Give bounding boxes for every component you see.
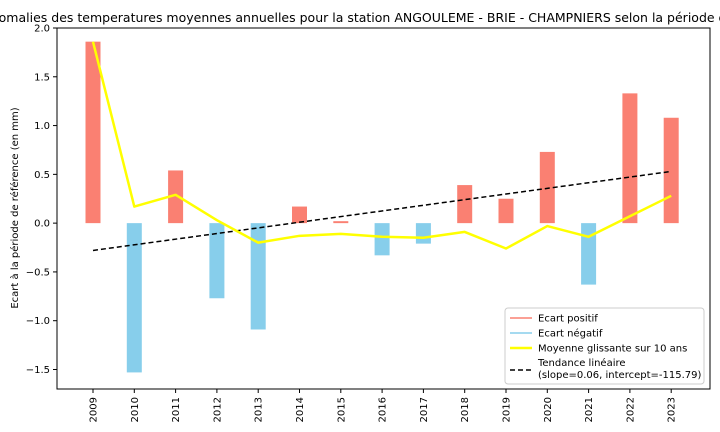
bar-2011 [168,170,184,224]
bar-2023 [663,117,679,224]
y-tick-label: −0.5 [26,267,50,278]
x-tick-label: 2010 [130,397,141,422]
legend-box [504,307,705,385]
y-tick-label: 0.0 [34,219,50,230]
chart-title: Anomalies des temperatures moyennes annu… [0,10,720,25]
legend-item-3-label-line-1: Tendance linéaire [537,357,626,369]
bar-2016 [374,223,390,256]
bar-2009 [85,41,101,224]
bar-2020 [539,151,555,224]
x-tick-label: 2023 [667,397,678,422]
x-tick-label: 2012 [212,397,223,422]
bar-2018 [457,185,473,224]
axes-layer: −1.5 −1.0 −0.5 0.0 0.5 1.0 1.5 2.0 2009 2010 2011 2… [26,24,711,422]
x-tick-label: 2020 [543,397,554,422]
bar-2019 [498,198,514,224]
bar-2021 [581,223,597,285]
x-tick-label: 2019 [502,397,513,422]
y-tick-label: 2.0 [34,24,50,35]
y-tick-label: 1.0 [34,121,50,132]
plot-frame [56,27,711,390]
bar-2015 [333,221,349,224]
x-tick-label: 2017 [419,397,430,422]
y-axis-label: Ecart à la période de référence (en mm) [9,107,21,308]
legend: Ecart positif Ecart négatif Moyenne glissa… [504,307,705,385]
legend-item-2-label: Moyenne glissante sur 10 ans [538,344,687,355]
x-tick-label: 2021 [584,397,595,422]
x-tick-label: 2018 [460,397,471,422]
bar-2012 [209,223,225,299]
x-tick-label: 2016 [378,397,389,422]
x-tick-label: 2015 [336,397,347,422]
trend-line [92,170,672,252]
bar-2014 [292,206,307,224]
x-tick-label: 2014 [295,397,306,422]
x-tick-label: 2022 [625,397,636,422]
bar-2010 [126,223,142,373]
lines-layer [91,41,672,252]
y-tick-label: 1.5 [34,72,50,83]
legend-item-3-label-line-2: (slope=0.06, intercept=-115.79) [538,370,701,381]
bar-2013 [250,223,266,330]
legend-item-0-label: Ecart positif [538,314,598,325]
bars-layer [85,41,679,373]
bar-2022 [622,93,638,224]
y-tick-label: −1.0 [26,316,50,327]
x-tick-label: 2011 [171,397,182,422]
x-tick-label: 2009 [89,397,100,422]
y-tick-label: −1.5 [26,365,50,376]
x-tick-label: 2013 [254,397,265,422]
legend-item-1-label: Ecart négatif [538,328,603,340]
y-tick-label: 0.5 [34,170,50,181]
bar-2017 [415,223,431,244]
